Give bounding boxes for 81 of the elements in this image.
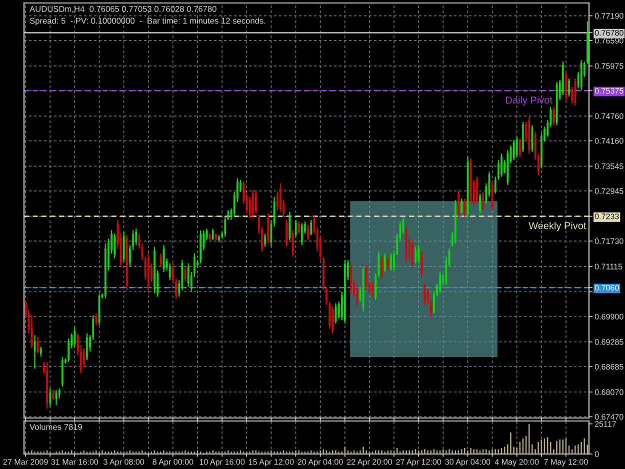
y-tick-label: 0.69285 [594,339,624,345]
candlestick [418,244,420,264]
x-tick-label: 4 May 20:00 [494,459,539,466]
candlestick [414,246,416,264]
candlestick [46,361,48,410]
candlestick [114,233,116,259]
candlestick [86,332,88,361]
x-tick-label: 10 Apr 16:00 [200,459,245,466]
candlestick [218,234,220,242]
candlestick [307,224,309,241]
candlestick [365,264,368,291]
candlestick [95,313,98,326]
candlestick [476,176,478,204]
candlestick [516,136,518,158]
x-tick-label: 27 Mar 2009 [3,459,48,465]
y-tick-label: 0.73545 [594,163,624,170]
candlestick [568,78,570,98]
y-tick-label: 0.68070 [594,389,624,396]
x-tick-label: 7 May 12:00 [544,459,588,466]
candlestick [460,198,462,214]
y-tick-label: 0.67470 [594,414,624,420]
y-tick-label: 0.76590 [594,38,624,44]
y-tick-label: 0.77190 [594,13,624,19]
candlestick [40,346,42,358]
candlestick [82,348,85,368]
candlestick [464,198,466,218]
y-tick-label: 0.68685 [594,364,624,370]
ref-line-label: Daily Pivot [506,96,552,106]
candlestick [168,262,171,281]
candlestick [135,228,137,246]
candlestick [518,138,521,158]
candlestick [68,338,70,362]
x-tick-label: 31 Mar 16:00 [51,459,98,465]
candlestick [310,219,312,236]
candlestick [286,219,288,248]
candlestick [565,71,567,100]
y-tick-label: 0 [594,451,599,457]
candlestick [279,182,282,212]
y-tick-label: 0.74160 [594,138,624,144]
candlestick [49,388,52,408]
y-tick-label: 0.72945 [594,188,624,194]
candlestick [390,252,392,271]
ref-line-label: Weekly Pivot [528,222,586,232]
y-tick-label: 0.74760 [594,113,624,120]
candlestick [52,389,54,401]
candlestick [300,222,303,246]
candlestick [412,241,414,268]
y-tick-label: 0.7233 [594,214,619,220]
y-tick-label: 25117 [594,421,616,427]
candlestick [372,281,374,298]
candlestick [160,252,162,268]
y-tick-label: 0.71115 [594,264,622,270]
x-tick-label: 20 Apr 04:00 [298,459,343,466]
x-tick-label: 15 Apr 12:00 [248,459,294,466]
x-tick-label: 27 Apr 12:00 [396,459,442,466]
candlestick [288,211,291,241]
y-tick-label: 0.71730 [594,238,624,244]
x-tick-label: 22 Apr 20:00 [347,459,392,466]
y-tick-label: 0.7060 [594,284,619,291]
candlestick [74,326,76,348]
y-tick-label: 0.76780 [594,30,624,36]
x-tick-label: 8 Apr 00:00 [152,459,194,466]
candlestick [420,251,423,278]
chart-title: AUDUSDm,H4 0.76065 0.77053 0.76028 0.76780 [30,6,216,13]
candlestick [482,191,484,211]
y-tick-label: 0.75375 [594,88,624,94]
text: Spread: 5 - PV: 0.10000000 - Bar time: 1 minutes 12 seconds. [30,18,266,26]
y-tick-label: 0.69900 [594,314,624,320]
candlestick [500,153,502,178]
candlestick [479,193,481,214]
x-tick-label: 3 Apr 08:00 [104,459,144,466]
candlestick [254,190,257,214]
candlestick [264,233,266,248]
candlestick [267,212,270,244]
x-tick-label: 30 Apr 04:00 [445,459,490,466]
candlestick [212,228,214,241]
candlestick [439,271,441,294]
y-tick-label: 0.75975 [594,63,624,69]
candlestick [458,190,460,218]
chart-title: Volumes 7819 [30,424,82,430]
candlestick [386,258,389,271]
